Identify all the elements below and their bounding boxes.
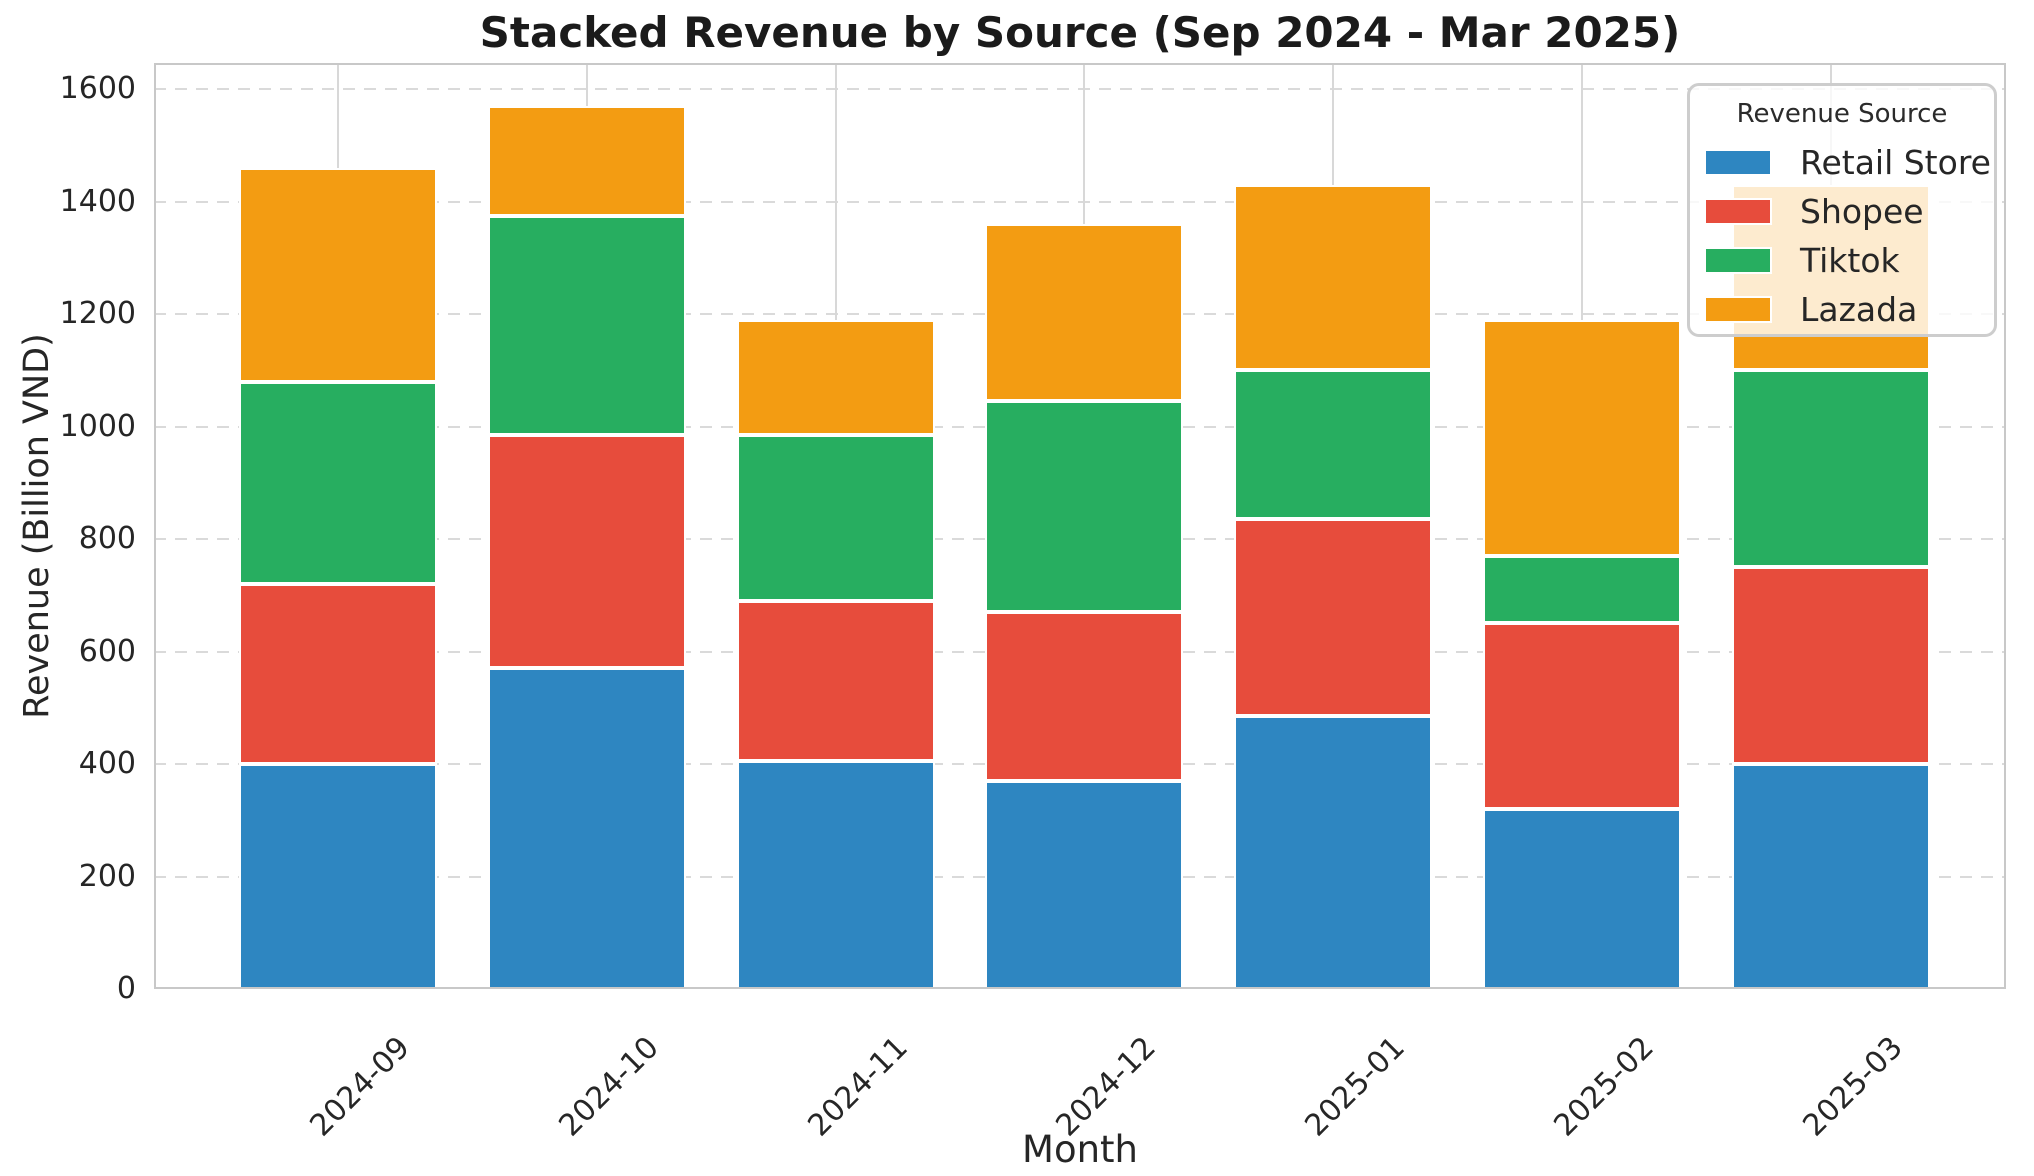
legend-item-tiktok: Tiktok [1704, 236, 1980, 285]
bar-2024-10-tiktok [487, 215, 686, 435]
legend-swatch-lazada [1704, 296, 1772, 323]
y-tick-1200: 1200 [59, 296, 136, 331]
bar-2025-02-tiktok [1483, 555, 1681, 624]
bar-2025-01-tiktok [1234, 370, 1433, 520]
y-tick-1400: 1400 [59, 183, 136, 219]
legend-swatch-tiktok [1704, 247, 1772, 274]
legend-item-retail-store: Retail Store [1704, 138, 1991, 187]
bar-2024-10-shopee [487, 434, 686, 669]
bar-2025-03-shopee [1731, 567, 1930, 764]
legend-label-retail-store: Retail Store [1800, 143, 1991, 182]
bar-2024-11-retail-store [736, 761, 935, 989]
y-tick-0: 0 [116, 971, 136, 1006]
y-tick-400: 400 [78, 746, 136, 781]
legend-item-lazada: Lazada [1704, 285, 1980, 334]
y-axis-label: Revenue (Billion VND) [17, 333, 57, 719]
bar-2025-02-retail-store [1483, 809, 1681, 989]
legend-label-lazada: Lazada [1800, 290, 1918, 329]
bar-2025-01-lazada [1234, 184, 1433, 371]
bar-2025-01-retail-store [1234, 716, 1433, 989]
bar-2024-10-lazada [487, 105, 686, 216]
y-tick-1000: 1000 [59, 408, 136, 444]
gridline-y-1600 [154, 88, 2006, 90]
bar-2024-09-tiktok [239, 381, 437, 584]
gridline-y-1400 [154, 200, 2006, 203]
y-tick-200: 200 [78, 858, 136, 894]
legend-title: Revenue Source [1736, 99, 1948, 129]
legend-label-tiktok: Tiktok [1800, 241, 1900, 280]
bar-2025-02-lazada [1483, 319, 1681, 556]
bar-2025-03-tiktok [1731, 370, 1930, 568]
bar-2025-03-retail-store [1731, 764, 1930, 989]
y-tick-600: 600 [78, 633, 136, 669]
y-tick-800: 800 [78, 521, 136, 556]
bar-2024-11-shopee [736, 600, 935, 762]
bar-2025-02-shopee [1483, 623, 1681, 809]
y-tick-1600: 1600 [59, 71, 136, 106]
bar-2024-11-tiktok [736, 434, 935, 601]
bar-2024-09-lazada [239, 167, 437, 382]
chart-title: Stacked Revenue by Source (Sep 2024 - Ma… [479, 8, 1681, 57]
legend-swatch-retail-store [1704, 149, 1772, 176]
legend-item-shopee: Shopee [1704, 187, 1980, 236]
bar-2024-12-tiktok [985, 401, 1184, 613]
bar-2024-11-lazada [736, 319, 935, 435]
bar-2024-12-retail-store [985, 780, 1184, 989]
legend-label-shopee: Shopee [1800, 192, 1924, 231]
bar-2024-12-shopee [985, 612, 1184, 781]
bar-2025-01-shopee [1234, 519, 1433, 717]
bar-2024-10-retail-store [487, 668, 686, 989]
bar-2024-09-retail-store [239, 764, 437, 989]
legend: Revenue Source Retail Store Shopee Tikto… [1687, 83, 1997, 337]
bar-2024-09-shopee [239, 584, 437, 764]
legend-swatch-shopee [1704, 198, 1772, 225]
bar-2024-12-lazada [985, 224, 1184, 402]
x-axis-label: Month [1022, 1128, 1138, 1171]
